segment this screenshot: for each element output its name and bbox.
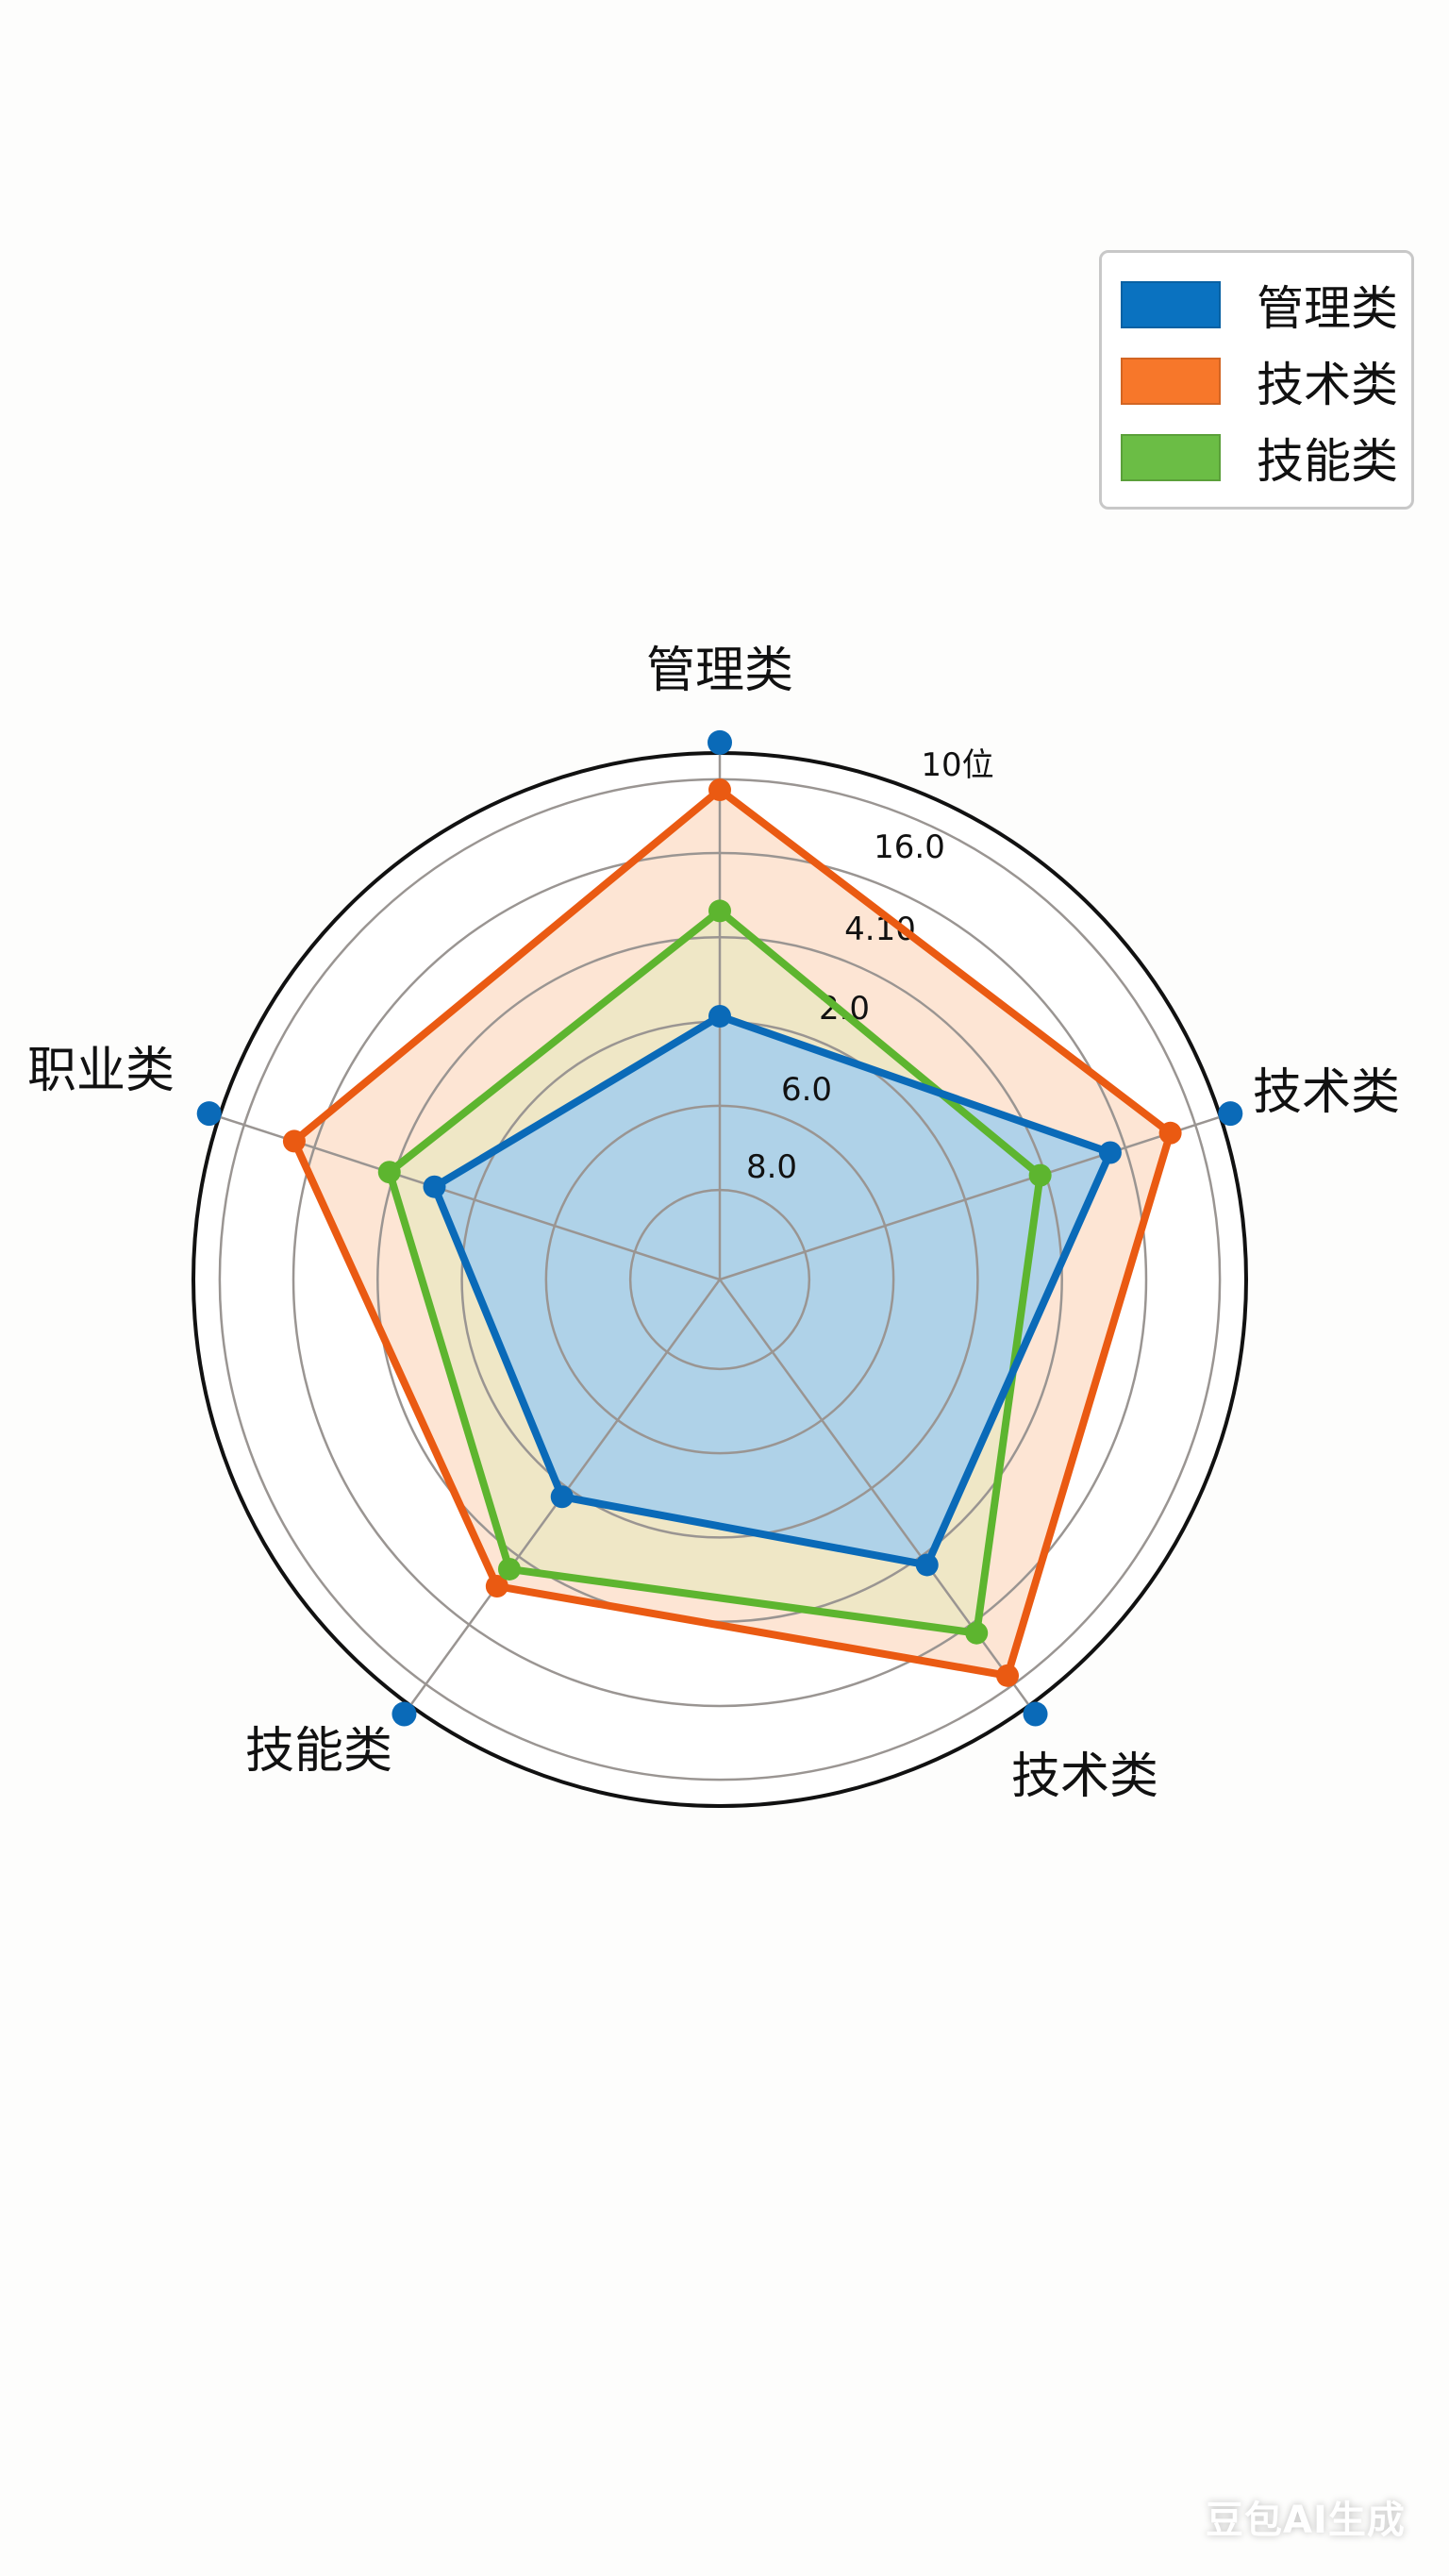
radial-tick-label: 10位 [921, 746, 993, 784]
legend-swatch [1121, 358, 1221, 405]
legend-swatch [1121, 281, 1221, 328]
data-point [915, 1553, 939, 1577]
axis-label: 管理类 [646, 643, 793, 699]
data-point [282, 1129, 306, 1153]
axis-tip-marker [708, 729, 732, 755]
data-point [1028, 1163, 1052, 1187]
legend-label: 技术类 [1257, 358, 1398, 412]
axis-label: 职业类 [27, 1043, 175, 1099]
axis-spoke [718, 1279, 1040, 1719]
radial-tick-label: 16.0 [874, 828, 945, 866]
data-point [423, 1175, 446, 1198]
data-point [497, 1557, 521, 1581]
data-point [1098, 1141, 1122, 1164]
axis-tip-marker [1218, 1101, 1243, 1127]
axis-label: 技能类 [245, 1723, 392, 1780]
series-line-1 [290, 786, 1174, 1680]
data-point [485, 1575, 508, 1598]
legend-label: 技能类 [1257, 434, 1398, 489]
legend: 管理类 技术类 技能类 [1099, 250, 1414, 510]
legend-item-technical: 技术类 [1121, 353, 1398, 412]
legend-item-management: 管理类 [1121, 276, 1398, 336]
legend-swatch [1121, 434, 1221, 481]
axis-tip-marker [1023, 1701, 1048, 1727]
legend-item-skill: 技能类 [1121, 429, 1398, 489]
radial-tick-label: 6.0 [781, 1071, 832, 1109]
data-point [550, 1485, 574, 1509]
data-point [377, 1161, 401, 1184]
legend-label: 管理类 [1257, 281, 1398, 336]
series-line-2 [385, 907, 1044, 1637]
data-point [1158, 1121, 1182, 1145]
axis-spoke [719, 1111, 1236, 1281]
data-point [996, 1664, 1020, 1687]
data-point [965, 1621, 989, 1645]
axis-label: 技术类 [1011, 1748, 1158, 1805]
data-point [708, 778, 731, 802]
axis-tip-marker [391, 1701, 417, 1727]
axis-label: 技术类 [1253, 1064, 1400, 1121]
radial-tick-label: 8.0 [746, 1148, 797, 1186]
watermark: 豆包AI生成 [1206, 2499, 1406, 2542]
axis-tip-marker [196, 1101, 222, 1127]
series-line-0 [430, 1012, 1114, 1569]
data-point [708, 1005, 731, 1028]
data-point [708, 899, 731, 923]
series-area-0 [434, 1016, 1110, 1565]
